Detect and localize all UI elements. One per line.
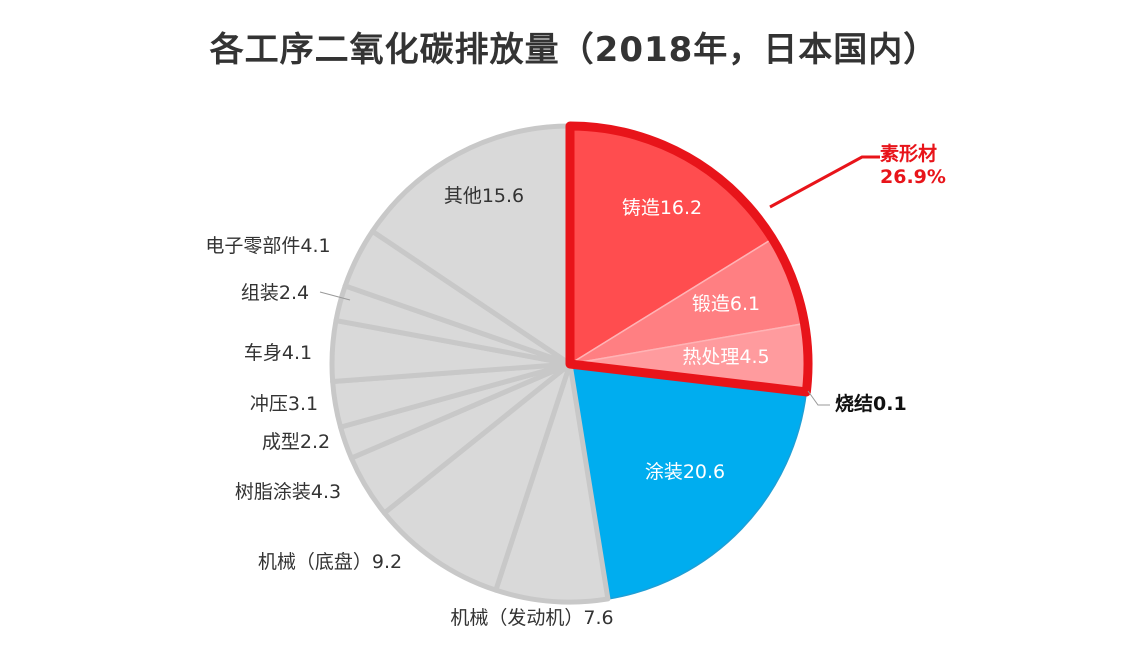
slice-label: 机械（底盘）9.2 (258, 551, 402, 573)
group-highlight (565, 121, 813, 397)
callout-name: 素形材 (880, 142, 937, 165)
label-leader-line (807, 390, 830, 406)
group-outline (565, 121, 813, 397)
pie-slice (569, 363, 808, 600)
pie-slice (369, 123, 573, 367)
slice-label: 其他15.6 (444, 185, 524, 207)
slice-label: 涂装20.6 (645, 461, 725, 483)
slice-label: 电子零部件4.1 (205, 235, 330, 257)
slice-label: 树脂涂装4.3 (235, 481, 341, 503)
slice-label: 机械（发动机）7.6 (450, 607, 613, 629)
slice-label: 车身4.1 (244, 342, 312, 364)
slice-label: 成型2.2 (262, 431, 330, 453)
slice-label: 铸造16.2 (622, 197, 702, 219)
chart-title: 各工序二氧化碳排放量（2018年，日本国内） (209, 30, 939, 70)
slice-label: 烧结0.1 (835, 392, 907, 415)
slice-label: 热处理4.5 (682, 346, 769, 368)
callout-value: 26.9% (880, 166, 946, 188)
callout-leader-line (769, 155, 880, 209)
pie-slice (381, 361, 573, 593)
slice-labels: 铸造16.2 锻造6.1 热处理4.5 烧结0.1 涂装20.6 机械（发动机）7.6 机械… (205, 185, 906, 629)
pie-slices (329, 123, 809, 605)
group-callout: 素形材 26.9% (769, 142, 946, 209)
leader-lines (319, 291, 830, 406)
slice-label: 冲压3.1 (250, 393, 318, 415)
slice-label: 锻造6.1 (692, 293, 760, 315)
slice-label: 组装2.4 (241, 282, 309, 304)
label-leader-line (319, 291, 351, 301)
